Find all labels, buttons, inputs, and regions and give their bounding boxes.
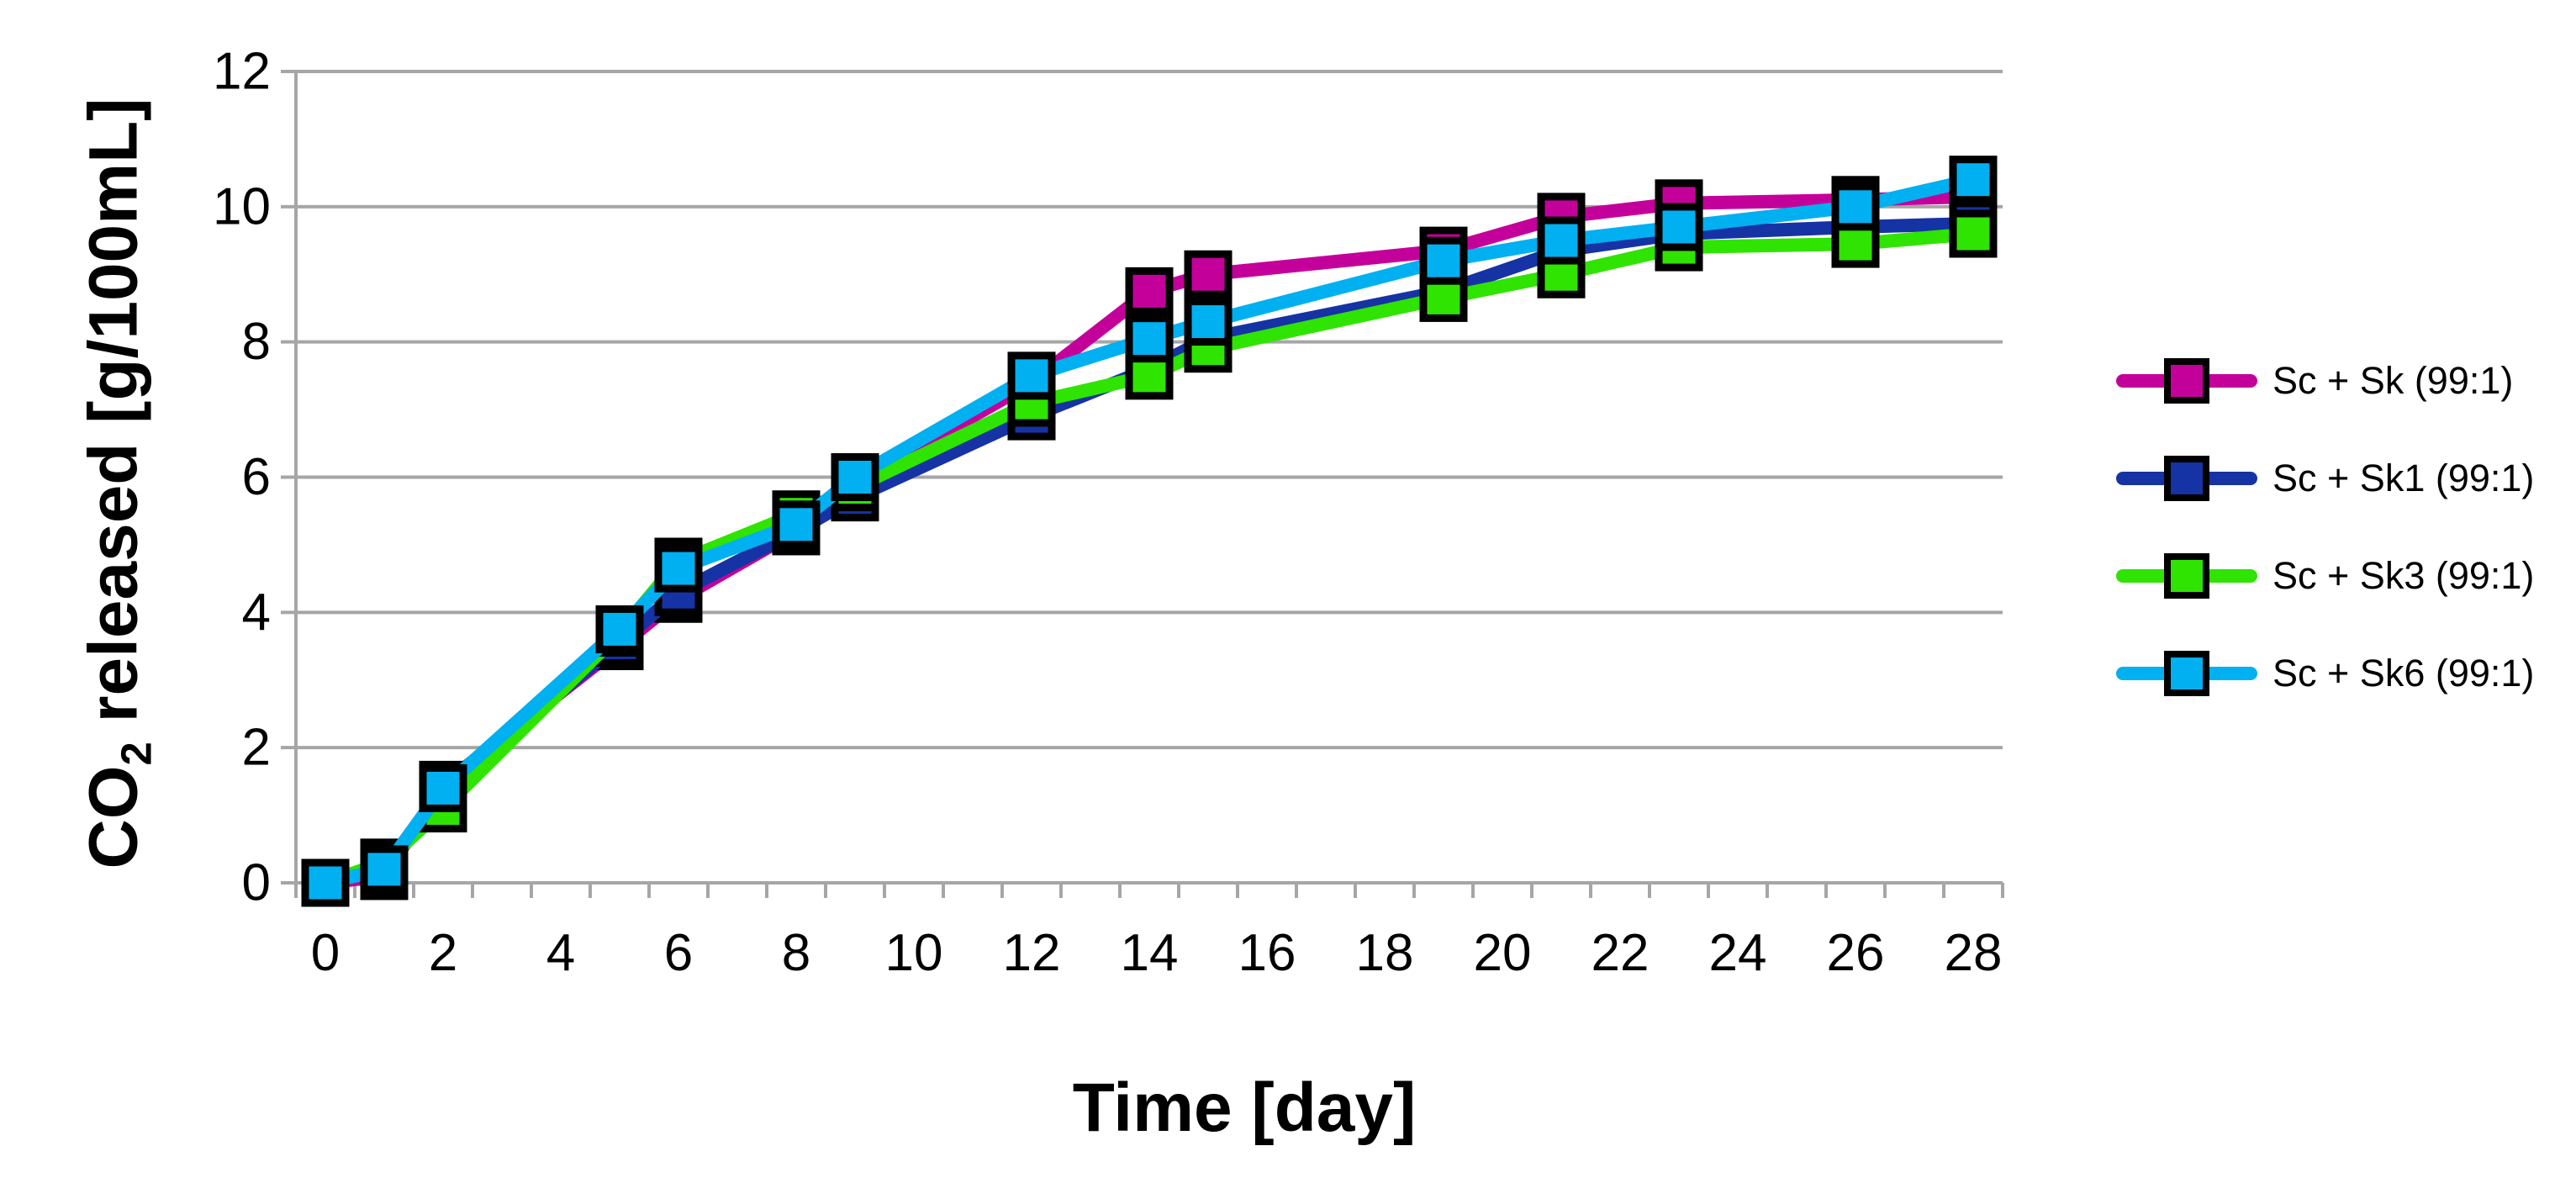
x-tick-label-12: 12 <box>1003 924 1061 982</box>
legend-swatch-icon <box>2116 358 2257 404</box>
x-tick-label-18: 18 <box>1356 924 1414 982</box>
x-tick-label-20: 20 <box>1474 924 1532 982</box>
series-3-marker-day-12 <box>1007 351 1056 400</box>
x-tick-label-16: 16 <box>1238 924 1296 982</box>
x-tick-label-26: 26 <box>1827 924 1885 982</box>
x-tick-label-8: 8 <box>782 924 810 982</box>
y-tick-label-8: 8 <box>242 313 271 371</box>
y-axis-title: CO2 released [g/100mL] <box>74 98 161 869</box>
legend-item-3: Sc + Sk6 (99:1) <box>2114 625 2568 722</box>
x-tick-label-4: 4 <box>546 924 575 982</box>
x-tick-label-10: 10 <box>885 924 943 982</box>
series-3-marker-day-19 <box>1419 236 1468 285</box>
legend-marker <box>2164 651 2209 696</box>
series-3-marker-day-21 <box>1537 216 1586 265</box>
series-3-marker-day-26 <box>1831 182 1880 231</box>
y-tick-label-6: 6 <box>242 448 271 506</box>
legend-swatch-icon <box>2116 553 2257 599</box>
x-tick-label-2: 2 <box>429 924 457 982</box>
legend-item-1: Sc + Sk1 (99:1) <box>2114 430 2568 527</box>
y-tick-label-10: 10 <box>213 177 271 235</box>
legend-label-3: Sc + Sk6 (99:1) <box>2272 652 2535 694</box>
y-axis-title-pre: CO <box>75 765 152 869</box>
y-tick-label-4: 4 <box>242 584 271 642</box>
series-3-marker-day-15 <box>1184 298 1233 346</box>
series-3-marker-day-9 <box>831 453 879 501</box>
series-3-marker-day-0 <box>301 858 350 907</box>
y-axis-title-sub: 2 <box>112 742 161 766</box>
y-tick-label-12: 12 <box>213 43 271 101</box>
x-tick-label-14: 14 <box>1121 924 1179 982</box>
series-2-marker-day-28 <box>1949 209 1998 258</box>
x-tick-label-22: 22 <box>1592 924 1650 982</box>
x-axis-title: Time [day] <box>1072 1069 1417 1146</box>
y-axis-title-post: released [g/100mL] <box>75 98 152 742</box>
legend-marker <box>2164 553 2209 599</box>
series-3-marker-day-2 <box>419 763 467 812</box>
legend-item-0: Sc + Sk (99:1) <box>2114 332 2568 430</box>
y-tick-label-2: 2 <box>242 719 271 777</box>
series-3-marker-day-14 <box>1125 314 1174 363</box>
legend-label-0: Sc + Sk (99:1) <box>2272 359 2514 402</box>
x-tick-label-6: 6 <box>664 924 693 982</box>
series-3-marker-day-5 <box>595 605 644 653</box>
legend-marker <box>2164 456 2209 501</box>
y-tick-label-0: 0 <box>242 854 271 912</box>
legend-label-2: Sc + Sk3 (99:1) <box>2272 554 2535 597</box>
legend-label-1: Sc + Sk1 (99:1) <box>2272 457 2535 499</box>
series-3-marker-day-6 <box>654 544 703 593</box>
series-3-marker-day-23 <box>1655 203 1703 251</box>
series-3-marker-day-1 <box>360 845 409 894</box>
x-tick-label-24: 24 <box>1709 924 1767 982</box>
legend-marker <box>2164 358 2209 404</box>
series-0-marker-day-14 <box>1125 267 1174 315</box>
legend: Sc + Sk (99:1) Sc + Sk1 (99:1) Sc + Sk3 (9… <box>2114 332 2568 722</box>
legend-item-2: Sc + Sk3 (99:1) <box>2114 527 2568 625</box>
legend-swatch-icon <box>2116 456 2257 501</box>
x-tick-label-0: 0 <box>311 924 340 982</box>
series-0-marker-day-15 <box>1184 250 1233 298</box>
x-tick-label-28: 28 <box>1945 924 2003 982</box>
series-3-marker-day-28 <box>1949 156 1998 204</box>
series-3-marker-day-8 <box>772 500 821 549</box>
legend-swatch-icon <box>2116 651 2257 696</box>
